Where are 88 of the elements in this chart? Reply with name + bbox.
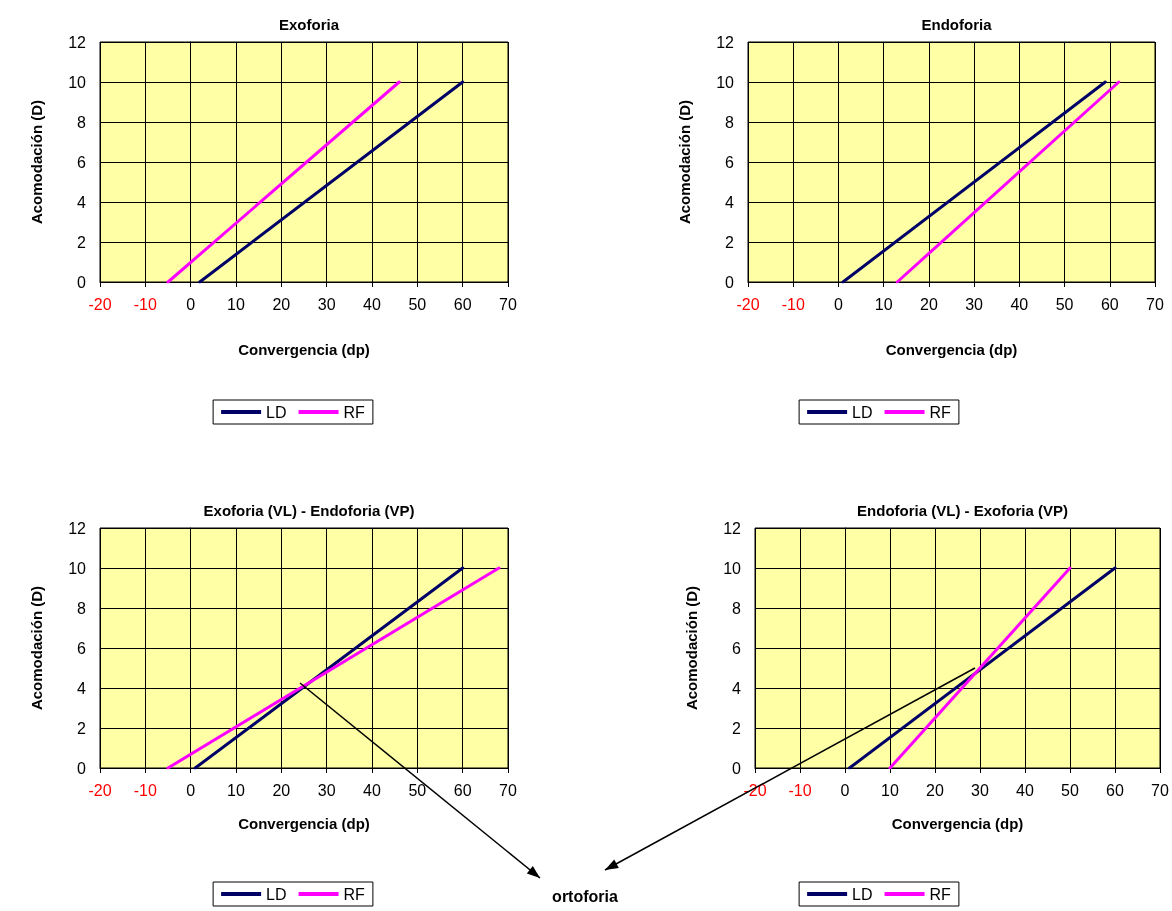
y-tick-label: 10 <box>716 73 735 91</box>
x-tick-label: -20 <box>88 781 112 799</box>
y-tick-label: 12 <box>716 33 735 51</box>
y-tick-label: 0 <box>732 759 742 777</box>
text: ortoforia <box>551 888 619 906</box>
y-axis-title: Acomodación (D) <box>28 99 45 225</box>
y-tick-label: 12 <box>723 519 742 537</box>
y-axis-title: Acomodación (D) <box>676 99 693 225</box>
x-tick-label: 0 <box>186 295 196 313</box>
x-tick-label: 70 <box>499 295 517 313</box>
x-tick-label: 70 <box>1146 295 1164 313</box>
x-tick-label: 60 <box>1100 295 1119 313</box>
y-tick-label: 0 <box>725 273 735 291</box>
x-tick-label: 20 <box>919 295 938 313</box>
x-tick-label: 10 <box>881 781 899 799</box>
x-axis-title: Convergencia (dp) <box>885 341 1018 358</box>
y-axis-title: Acomodación (D) <box>683 585 700 711</box>
y-tick-label: 2 <box>732 719 742 737</box>
chart-title: Endoforia <box>921 16 993 33</box>
y-tick-label: 4 <box>725 193 735 211</box>
x-tick-label: 70 <box>1151 781 1169 799</box>
legend-label: RF <box>929 885 952 903</box>
y-tick-label: 8 <box>77 113 87 131</box>
x-tick-label: 0 <box>186 781 196 799</box>
legend-label: LD <box>266 885 287 903</box>
y-tick-label: 6 <box>732 639 742 657</box>
x-tick-label: -10 <box>133 295 157 313</box>
x-tick-label: 30 <box>317 781 336 799</box>
x-tick-label: -10 <box>781 295 805 313</box>
x-tick-label: 20 <box>272 295 291 313</box>
x-tick-label: 10 <box>227 295 245 313</box>
x-tick-label: 70 <box>499 781 517 799</box>
x-tick-label: 0 <box>840 781 850 799</box>
y-tick-label: 4 <box>77 679 87 697</box>
y-tick-label: 12 <box>68 519 87 537</box>
x-axis-title: Convergencia (dp) <box>238 341 370 358</box>
chart-title: Endoforia (VL) - Exoforia (VP) <box>857 502 1068 519</box>
x-tick-label: 50 <box>408 781 427 799</box>
x-tick-label: -20 <box>88 295 112 313</box>
x-tick-label: 40 <box>1010 295 1029 313</box>
x-tick-label: 20 <box>272 781 291 799</box>
y-tick-label: 2 <box>77 233 87 251</box>
x-tick-label: 60 <box>453 781 472 799</box>
y-tick-label: 6 <box>77 153 87 171</box>
x-tick-label: 30 <box>965 295 984 313</box>
x-tick-label: 50 <box>1061 781 1079 799</box>
x-tick-label: -10 <box>788 781 812 799</box>
x-tick-label: 10 <box>874 295 893 313</box>
x-tick-label: 30 <box>971 781 989 799</box>
legend-label: RF <box>343 403 366 421</box>
x-axis-title: Convergencia (dp) <box>238 815 370 832</box>
legend-label: RF <box>929 403 952 421</box>
y-tick-label: 8 <box>732 599 742 617</box>
legend-label: LD <box>852 403 873 421</box>
y-tick-label: 2 <box>725 233 735 251</box>
x-tick-label: 40 <box>363 781 381 799</box>
chart-title: Exoforia <box>278 16 340 33</box>
y-tick-label: 8 <box>725 113 735 131</box>
y-tick-label: 0 <box>77 273 87 291</box>
chart-title: Exoforia (VL) - Endoforia (VP) <box>203 502 415 519</box>
y-axis-title: Acomodación (D) <box>28 585 45 711</box>
y-tick-label: 10 <box>68 73 87 91</box>
y-tick-label: 4 <box>77 193 87 211</box>
y-tick-label: 6 <box>725 153 735 171</box>
x-tick-label: 60 <box>453 295 472 313</box>
y-tick-label: 10 <box>723 559 742 577</box>
y-tick-label: 6 <box>77 639 87 657</box>
y-tick-label: 10 <box>68 559 87 577</box>
y-tick-label: 12 <box>68 33 87 51</box>
y-tick-label: 4 <box>732 679 742 697</box>
x-tick-label: 50 <box>1055 295 1074 313</box>
x-tick-label: 50 <box>408 295 427 313</box>
legend-label: LD <box>266 403 287 421</box>
x-tick-label: 0 <box>833 295 843 313</box>
x-tick-label: 40 <box>363 295 381 313</box>
x-tick-label: 60 <box>1106 781 1124 799</box>
x-tick-label: 10 <box>227 781 245 799</box>
x-tick-label: -20 <box>736 295 760 313</box>
legend-label: RF <box>343 885 366 903</box>
x-tick-label: -10 <box>133 781 157 799</box>
x-tick-label: 40 <box>1016 781 1034 799</box>
y-tick-label: 0 <box>77 759 87 777</box>
y-tick-label: 2 <box>77 719 87 737</box>
x-tick-label: 20 <box>926 781 944 799</box>
legend-label: LD <box>852 885 873 903</box>
x-tick-label: 30 <box>317 295 336 313</box>
x-axis-title: Convergencia (dp) <box>891 815 1024 832</box>
y-tick-label: 8 <box>77 599 87 617</box>
